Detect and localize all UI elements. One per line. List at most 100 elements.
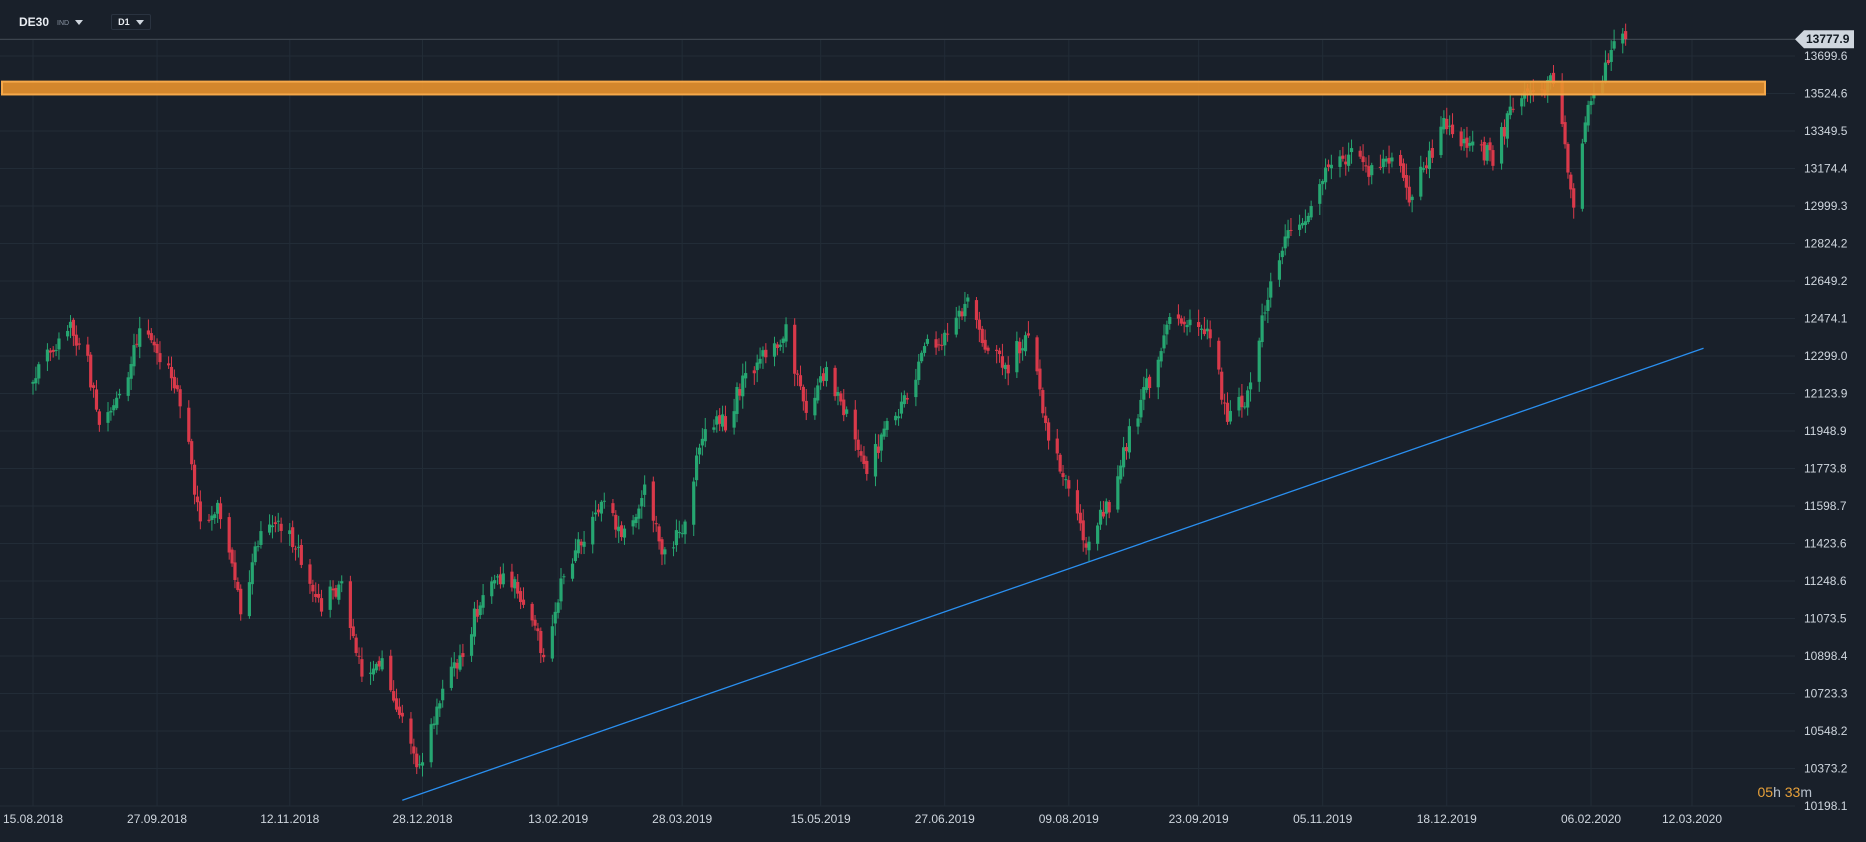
- candle-body: [619, 525, 624, 538]
- candle: [1145, 368, 1149, 393]
- candle: [591, 511, 595, 554]
- candle-body: [1096, 525, 1100, 544]
- time-axis[interactable]: 15.08.2018 27.09.2018 12.11.2018 28.12.2018…: [3, 812, 1722, 826]
- candle-body: [1046, 422, 1051, 441]
- candle-body: [559, 578, 563, 602]
- candle-body: [637, 508, 641, 519]
- candle-body: [1116, 476, 1120, 510]
- candle-body: [51, 349, 55, 352]
- candle: [879, 432, 883, 463]
- symbol-dropdown-icon[interactable]: [75, 19, 84, 25]
- candle: [169, 356, 174, 391]
- candle: [619, 521, 624, 541]
- candle: [66, 325, 70, 341]
- candle-body: [267, 524, 272, 533]
- candle: [149, 328, 153, 344]
- candle-body: [1445, 118, 1449, 130]
- date-tick-label: 27.06.2019: [915, 812, 975, 826]
- candle: [1035, 335, 1039, 375]
- candle: [764, 343, 768, 364]
- candle: [1156, 356, 1160, 400]
- candle: [530, 602, 534, 627]
- candle: [71, 317, 75, 346]
- candle-body: [1485, 145, 1489, 161]
- candle: [48, 347, 52, 362]
- candle: [876, 434, 880, 459]
- candle-body: [1044, 415, 1048, 424]
- candle: [167, 356, 171, 369]
- candle-body: [530, 603, 534, 621]
- candle: [1127, 418, 1131, 459]
- symbol-label[interactable]: DE30: [19, 15, 50, 29]
- candle: [371, 660, 376, 681]
- candle: [1508, 94, 1512, 120]
- candle-body: [755, 362, 759, 371]
- candle-body: [236, 581, 240, 591]
- candle-body: [1176, 314, 1181, 319]
- price-axis[interactable]: 13699.6 13524.6 13349.5 13174.4 12999.3 12824…: [1795, 30, 1854, 813]
- candle-body: [441, 688, 445, 701]
- candle: [115, 391, 119, 411]
- candle-body: [1217, 340, 1221, 370]
- candle-body: [1419, 166, 1423, 197]
- candle: [1479, 139, 1483, 152]
- candle: [227, 512, 231, 560]
- timeframe-selector[interactable]: D1: [111, 14, 151, 30]
- candle: [940, 333, 944, 351]
- candle-body: [198, 501, 202, 522]
- candle: [1398, 150, 1403, 173]
- candle: [1502, 119, 1507, 145]
- chevron-down-icon: [135, 19, 144, 25]
- date-tick-label: 13.02.2019: [528, 812, 588, 826]
- candle-body: [239, 588, 243, 615]
- candle: [392, 680, 396, 703]
- instrument-type-badge: IND: [57, 19, 70, 27]
- candle-body: [1361, 156, 1365, 163]
- candle: [1168, 313, 1172, 330]
- candle-body: [380, 658, 384, 670]
- candle-body: [692, 481, 696, 525]
- candle-body: [216, 502, 220, 514]
- candle: [775, 341, 779, 356]
- candle: [995, 345, 999, 364]
- candle: [1237, 387, 1241, 417]
- candle: [1075, 479, 1080, 521]
- price-tick-label: 12299.0: [1804, 349, 1848, 363]
- candle-body: [995, 349, 999, 352]
- current-price-tag[interactable]: 13777.9: [1795, 30, 1854, 49]
- candle: [1589, 96, 1593, 115]
- candle-body: [859, 451, 863, 456]
- candle: [1462, 128, 1466, 151]
- candle: [700, 428, 704, 456]
- candle: [1410, 194, 1414, 213]
- candle-body: [902, 395, 906, 405]
- candle: [236, 577, 240, 592]
- candle: [695, 447, 699, 487]
- candle-body: [461, 653, 465, 657]
- candle-body: [493, 580, 497, 584]
- candle: [611, 499, 615, 517]
- candle: [155, 338, 159, 365]
- candle: [983, 329, 987, 353]
- candle: [902, 390, 906, 408]
- candle-body: [1502, 127, 1507, 137]
- candle: [311, 579, 315, 603]
- candle-body: [677, 532, 681, 534]
- candle: [1606, 53, 1610, 66]
- candle-body: [761, 350, 765, 357]
- candle-body: [276, 520, 280, 522]
- candle: [637, 504, 641, 530]
- candle: [741, 363, 745, 409]
- candle-body: [1471, 141, 1475, 146]
- candle-body: [775, 344, 779, 348]
- candle-body: [1087, 541, 1091, 551]
- candle: [640, 490, 644, 519]
- candle: [1318, 178, 1322, 216]
- candle-body: [37, 364, 41, 379]
- candle-body: [331, 588, 335, 591]
- candle: [1566, 142, 1570, 179]
- candle-body: [1430, 148, 1434, 158]
- candle: [821, 368, 826, 387]
